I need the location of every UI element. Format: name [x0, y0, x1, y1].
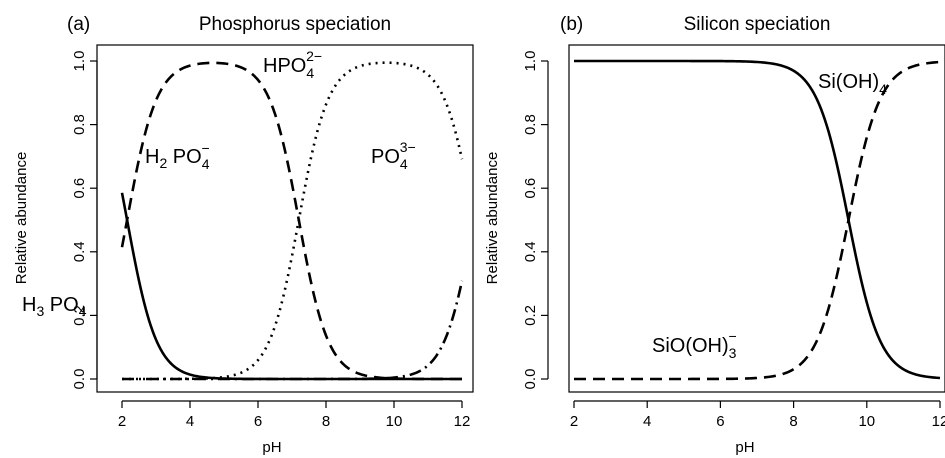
label-sioh4: Si(OH)4	[818, 71, 887, 97]
y-tick-label: 0.6	[522, 178, 539, 199]
series-line-4	[122, 280, 464, 381]
panel-label: (a)	[67, 14, 90, 35]
x-tick-label: 10	[386, 413, 403, 430]
label-sioh3: SiO(OH)3−	[652, 328, 737, 361]
y-tick-label: 1.0	[71, 51, 88, 72]
x-tick-label: 6	[254, 413, 262, 430]
series-line-2	[120, 61, 462, 381]
x-axis-label: pH	[262, 439, 281, 456]
panel-a-phosphorus: (a) Phosphorus speciation pH Relative ab…	[13, 14, 474, 456]
x-tick-label: 12	[932, 413, 945, 430]
y-tick-label: 0.4	[522, 241, 539, 262]
x-tick-label: 2	[570, 413, 578, 430]
series-line-1	[120, 192, 462, 381]
plot-frame	[568, 44, 945, 393]
series-line-3	[122, 61, 464, 381]
y-axis-label: Relative abundance	[13, 152, 30, 285]
label-po4: PO43−	[371, 139, 416, 172]
x-tick-label: 8	[322, 413, 330, 430]
y-tick-label: 0.8	[71, 114, 88, 135]
y-axis-label: Relative abundance	[484, 152, 501, 285]
axes: 2 4 6 8 10 12 0.0 0.2 0.4 0.6 0.8 1.0	[522, 51, 945, 430]
x-tick-label: 4	[186, 413, 194, 430]
series-line-2	[574, 60, 941, 381]
series-group	[574, 59, 941, 381]
x-tick-label: 6	[716, 413, 724, 430]
y-tick-label: 1.0	[522, 51, 539, 72]
x-tick-label: 12	[454, 413, 471, 430]
chart-title: Silicon speciation	[684, 14, 831, 35]
y-tick-label: 0.2	[71, 305, 88, 326]
label-h3po4: H3 PO4	[22, 294, 87, 319]
x-tick-label: 10	[858, 413, 875, 430]
series-line-1	[574, 59, 941, 380]
x-tick-label: 4	[643, 413, 651, 430]
x-tick-label: 2	[118, 413, 126, 430]
x-tick-label: 8	[789, 413, 797, 430]
series-group	[120, 61, 464, 381]
plot-frame	[96, 44, 474, 393]
y-tick-label: 0.6	[71, 178, 88, 199]
label-hpo4: HPO42−	[263, 48, 322, 81]
y-tick-label: 0.4	[71, 241, 88, 262]
y-tick-label: 0.2	[522, 305, 539, 326]
y-tick-label: 0.0	[522, 369, 539, 390]
label-h2po4: H2 PO4−	[145, 140, 210, 172]
chart-title: Phosphorus speciation	[199, 14, 391, 35]
panel-b-silicon: (b) Silicon speciation pH Relative abund…	[484, 14, 945, 456]
axes: 2 4 6 8 10 12 0.0 0.2 0.4 0.6 0.8 1.0	[71, 51, 470, 430]
x-axis-label: pH	[735, 439, 754, 456]
panel-label: (b)	[560, 14, 583, 35]
y-tick-label: 0.8	[522, 114, 539, 135]
y-tick-label: 0.0	[71, 369, 88, 390]
